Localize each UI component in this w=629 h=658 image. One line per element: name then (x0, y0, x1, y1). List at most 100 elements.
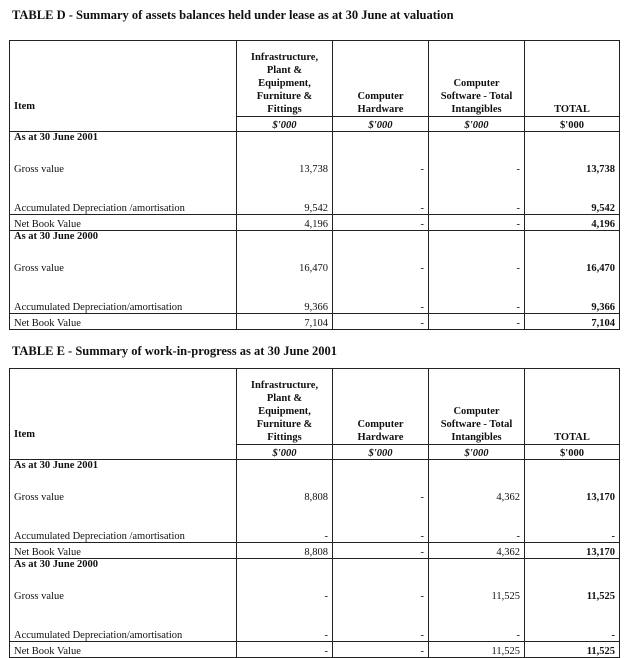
table-row: Net Book Value 4,196- -4,196 (9, 214, 620, 231)
value-cell: - (428, 253, 525, 283)
value-cell: - (428, 512, 525, 543)
unit-label: $'000 (332, 116, 429, 132)
row-label: Net Book Value (9, 214, 237, 231)
table-row: Net Book Value 7,104- -7,104 (9, 313, 620, 330)
row-label: Net Book Value (9, 542, 237, 559)
header-row: Item Infrastructure, Plant & Equipment, … (9, 367, 620, 460)
summary-table: Item Infrastructure, Plant & Equipment, … (9, 39, 620, 330)
section-heading: As at 30 June 2000 (9, 558, 237, 581)
value-cell: - (236, 581, 333, 611)
value-cell: - (332, 283, 429, 314)
header-item: Item (9, 368, 237, 460)
header-computer-software: Computer Software - Total Intangibles (428, 39, 525, 117)
value-cell: 8,808 (236, 482, 333, 512)
value-cell: 11,525 (428, 581, 525, 611)
row-label: Gross value (9, 154, 237, 184)
value-cell: - (236, 512, 333, 543)
table-row: Net Book Value - -11,525 11,525 (9, 641, 620, 658)
row-label: Gross value (9, 581, 237, 611)
table-row: Gross value 16,470- -16,470 (9, 253, 620, 283)
row-label: Accumulated Depreciation/amortisation (9, 611, 237, 642)
table-row: Gross value 8,808-4,362 13,170 (9, 482, 620, 512)
value-cell: - (332, 253, 429, 283)
section-heading-row: As at 30 June 2001 (9, 459, 620, 482)
table-title: TABLE E - Summary of work-in-progress as… (12, 344, 338, 358)
value-cell: - (332, 313, 429, 330)
row-label: Gross value (9, 482, 237, 512)
header-total: TOTAL (524, 367, 620, 445)
total-cell: - (524, 512, 620, 543)
section-heading: As at 30 June 2000 (9, 230, 237, 253)
total-cell: 4,196 (524, 214, 620, 231)
section-heading-row: As at 30 June 2000 (9, 230, 620, 253)
value-cell: - (428, 154, 525, 184)
value-cell: 4,196 (236, 214, 333, 231)
value-cell: - (428, 313, 525, 330)
total-cell: - (524, 611, 620, 642)
row-label: Accumulated Depreciation/amortisation (9, 283, 237, 314)
unit-row: $'000 $'000 $'000 $'000 (10, 444, 620, 460)
value-cell: - (428, 214, 525, 231)
unit-label: $'000 (236, 444, 333, 460)
unit-label: $'000 (524, 444, 620, 460)
unit-label: $'000 (524, 116, 620, 132)
total-cell: 11,525 (524, 641, 620, 658)
value-cell: 4,362 (428, 482, 525, 512)
header-computer-software: Computer Software - Total Intangibles (428, 367, 525, 445)
value-cell: 4,362 (428, 542, 525, 559)
value-cell: - (332, 214, 429, 231)
total-cell: 13,170 (524, 542, 620, 559)
value-cell: - (428, 611, 525, 642)
unit-label: $'000 (236, 116, 333, 132)
unit-row: $'000 $'000 $'000 $'000 (10, 116, 620, 132)
row-label: Gross value (9, 253, 237, 283)
table-row: Accumulated Depreciation/amortisation 9,3… (9, 283, 620, 314)
header-infrastructure: Infrastructure, Plant & Equipment, Furni… (236, 39, 333, 117)
value-cell: - (332, 641, 429, 658)
header-total: TOTAL (524, 39, 620, 117)
value-cell: - (332, 482, 429, 512)
row-label: Net Book Value (9, 313, 237, 330)
value-cell: 9,542 (236, 184, 333, 215)
total-cell: 9,542 (524, 184, 620, 215)
total-cell: 13,170 (524, 482, 620, 512)
value-cell: 11,525 (428, 641, 525, 658)
value-cell: 16,470 (236, 253, 333, 283)
section-heading: As at 30 June 2001 (9, 131, 237, 154)
value-cell: - (236, 611, 333, 642)
total-cell: 11,525 (524, 581, 620, 611)
total-cell: 13,738 (524, 154, 620, 184)
value-cell: - (428, 283, 525, 314)
section-heading: As at 30 June 2001 (9, 459, 237, 482)
value-cell: - (332, 581, 429, 611)
unit-label: $'000 (332, 444, 429, 460)
value-cell: - (332, 542, 429, 559)
table-row: Accumulated Depreciation/amortisation - - -… (9, 611, 620, 642)
total-cell: 7,104 (524, 313, 620, 330)
section-heading-row: As at 30 June 2000 (9, 558, 620, 581)
header-item: Item (9, 40, 237, 132)
header-infrastructure: Infrastructure, Plant & Equipment, Furni… (236, 367, 333, 445)
summary-table: Item Infrastructure, Plant & Equipment, … (9, 367, 620, 658)
value-cell: 13,738 (236, 154, 333, 184)
value-cell: - (332, 154, 429, 184)
table-row: Net Book Value 8,808-4,362 13,170 (9, 542, 620, 559)
value-cell: - (332, 512, 429, 543)
value-cell: 7,104 (236, 313, 333, 330)
table-row: Gross value 13,738- -13,738 (9, 154, 620, 184)
row-label: Accumulated Depreciation /amortisation (9, 512, 237, 543)
total-cell: 16,470 (524, 253, 620, 283)
table-row: Gross value - -11,525 11,525 (9, 581, 620, 611)
value-cell: - (332, 611, 429, 642)
value-cell: - (332, 184, 429, 215)
total-cell: 9,366 (524, 283, 620, 314)
row-label: Net Book Value (9, 641, 237, 658)
value-cell: - (236, 641, 333, 658)
row-label: Accumulated Depreciation /amortisation (9, 184, 237, 215)
header-row: Item Infrastructure, Plant & Equipment, … (9, 39, 620, 132)
value-cell: 9,366 (236, 283, 333, 314)
unit-label: $'000 (428, 444, 525, 460)
value-cell: 8,808 (236, 542, 333, 559)
unit-label: $'000 (428, 116, 525, 132)
header-computer-hardware: Computer Hardware (332, 39, 429, 117)
